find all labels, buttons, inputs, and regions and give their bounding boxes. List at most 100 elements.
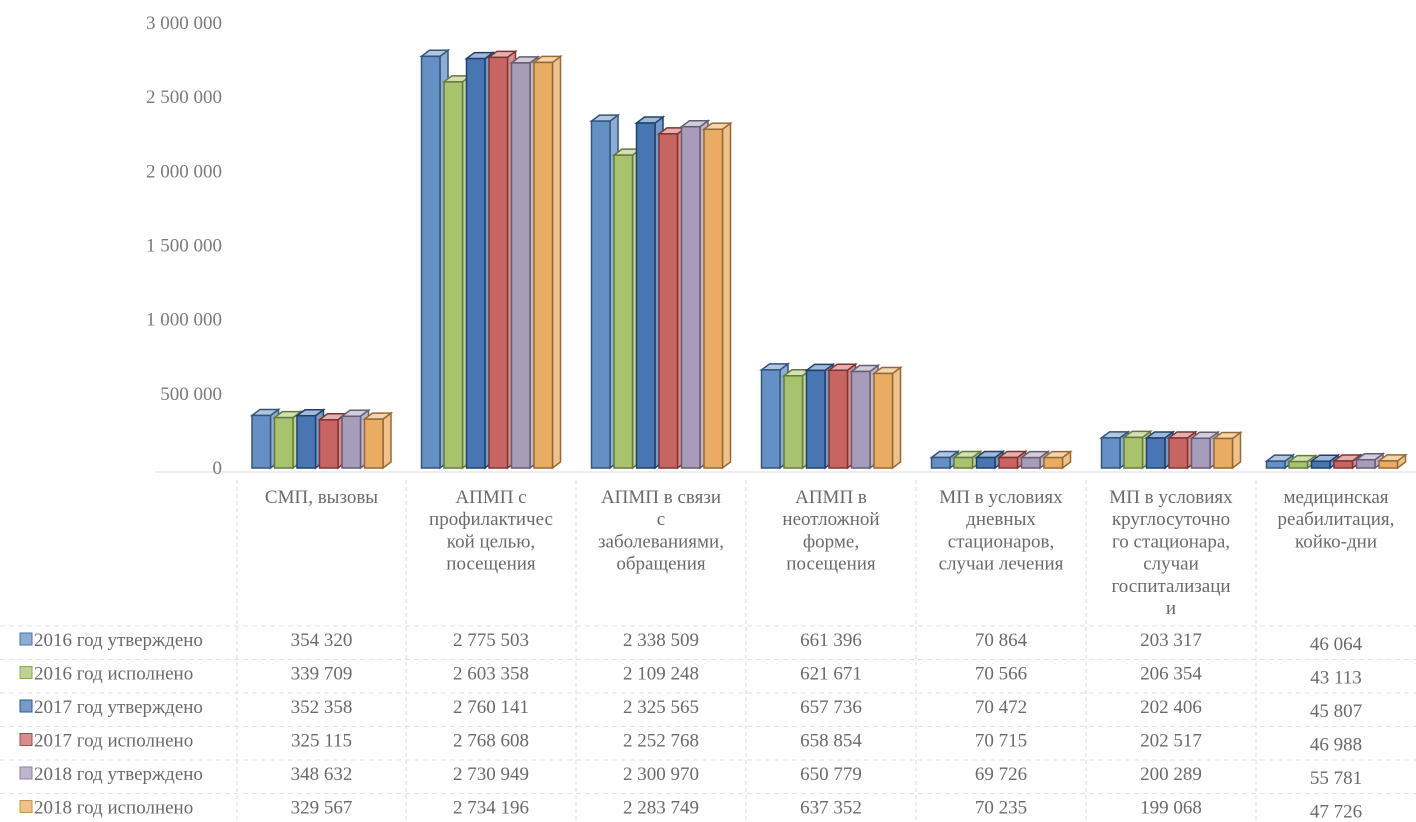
- y-axis: 0 500 000 1 000 000 1 500 000 2 000 000 2 500…: [146, 13, 222, 479]
- category-label: АПМП с профилактичес кой целью, посещения: [429, 487, 553, 575]
- bar-front: [1265, 460, 1286, 469]
- category-labels: СМП, вызовы АПМП с профилактичес кой целью,…: [265, 487, 1395, 619]
- bar: [1309, 453, 1341, 470]
- legend-swatch: [19, 800, 33, 813]
- legend-swatch: [19, 632, 33, 646]
- data-label: 70 566: [975, 664, 1027, 685]
- category-label: АПМП в связи с заболеваниями, обращения: [598, 487, 724, 575]
- legend-swatch: [19, 733, 33, 746]
- bar-front: [363, 418, 384, 469]
- data-label: 650 779: [800, 764, 862, 785]
- bar-front: [850, 370, 871, 469]
- bar-front: [1100, 437, 1121, 469]
- data-label: 70 715: [975, 731, 1027, 752]
- data-label: 352 358: [291, 697, 353, 718]
- legend-entry: 2018 год утверждено: [34, 764, 203, 785]
- data-label: 2 283 749: [623, 798, 699, 819]
- legend-swatch: [19, 699, 33, 713]
- bar: [1264, 453, 1296, 470]
- bar-front: [1043, 456, 1064, 469]
- data-label: 199 068: [1140, 798, 1202, 819]
- data-label: 348 632: [291, 764, 353, 785]
- bar-front: [1333, 460, 1354, 469]
- data-label: 339 709: [291, 664, 353, 685]
- data-label: 2 338 509: [623, 630, 699, 651]
- table-grid: [0, 471, 1416, 822]
- bars: [249, 48, 1408, 470]
- data-label: 70 864: [975, 630, 1028, 651]
- bar-front: [1288, 460, 1309, 469]
- data-label: 658 854: [800, 731, 862, 752]
- data-table: 2016 год утверждено 354 320 2 775 503 2 338…: [19, 630, 1363, 822]
- data-label: 657 736: [800, 697, 862, 718]
- data-label: 43 113: [1310, 668, 1362, 689]
- bar-front: [975, 456, 996, 469]
- data-label: 70 235: [975, 798, 1027, 819]
- data-label: 325 115: [291, 731, 352, 752]
- bar-front: [1310, 460, 1331, 469]
- bar-front: [953, 456, 974, 469]
- bar-front: [1123, 436, 1144, 469]
- data-label: 47 726: [1310, 802, 1362, 822]
- data-label: 2 768 608: [453, 731, 529, 752]
- bar-front: [613, 154, 634, 469]
- data-label: 2 734 196: [453, 798, 529, 819]
- bar-front: [488, 56, 509, 469]
- bar: [871, 365, 903, 470]
- data-label: 202 406: [1140, 697, 1202, 718]
- legend-entry: 2018 год исполнено: [34, 798, 193, 819]
- data-label: 2 760 141: [453, 697, 529, 718]
- bar-front: [341, 415, 362, 469]
- bar-front: [783, 375, 804, 469]
- legend-entry: 2017 год исполнено: [34, 731, 193, 752]
- bar-front: [533, 61, 554, 469]
- data-label: 45 807: [1310, 701, 1362, 722]
- bar-front: [590, 120, 611, 469]
- table-row: 2016 год исполнено 339 709 2 603 358 2 109 …: [19, 664, 1362, 689]
- data-label: 206 354: [1140, 664, 1202, 685]
- data-label: 46 988: [1310, 735, 1362, 756]
- bar-front: [318, 419, 339, 469]
- data-label: 2 603 358: [453, 664, 529, 685]
- data-label: 2 730 949: [453, 764, 529, 785]
- bar-front: [703, 128, 724, 469]
- bar-front: [251, 414, 272, 469]
- bar: [362, 411, 394, 470]
- data-label: 621 671: [800, 664, 862, 685]
- data-label: 661 396: [800, 630, 862, 651]
- bar-front: [1213, 437, 1234, 469]
- y-tick-label: 2 000 000: [146, 161, 222, 182]
- bar: [701, 121, 733, 470]
- data-label: 329 567: [291, 798, 353, 819]
- bar-front: [273, 416, 294, 469]
- legend-swatch: [19, 766, 33, 780]
- bar-front: [1168, 437, 1189, 469]
- bar-side: [721, 121, 732, 470]
- bar-front: [828, 369, 849, 469]
- data-label: 2 109 248: [623, 664, 699, 685]
- category-label: МП в условиях дневных стационаров, случаи л…: [939, 487, 1064, 575]
- bar: [1041, 450, 1073, 470]
- bar: [531, 54, 563, 470]
- data-label: 637 352: [800, 798, 862, 819]
- bar-front: [805, 369, 826, 469]
- table-row: 2017 год исполнено 325 115 2 768 608 2 252 …: [19, 731, 1362, 756]
- data-label: 69 726: [975, 764, 1027, 785]
- bar-front: [658, 133, 679, 469]
- bar: [974, 450, 1006, 470]
- bar-front: [443, 81, 464, 469]
- bar: [951, 450, 983, 470]
- bar-front: [296, 414, 317, 469]
- y-tick-label: 1 000 000: [146, 310, 222, 331]
- y-tick-label: 1 500 000: [146, 236, 222, 257]
- bar: [1211, 430, 1243, 470]
- y-tick-label: 2 500 000: [146, 87, 222, 108]
- legend-entry: 2016 год исполнено: [34, 664, 193, 685]
- bar-front: [465, 57, 486, 469]
- bar-front: [420, 55, 441, 469]
- bar: [1376, 453, 1408, 470]
- data-label: 202 517: [1140, 731, 1202, 752]
- bar-front: [873, 372, 894, 469]
- bar-front: [680, 125, 701, 469]
